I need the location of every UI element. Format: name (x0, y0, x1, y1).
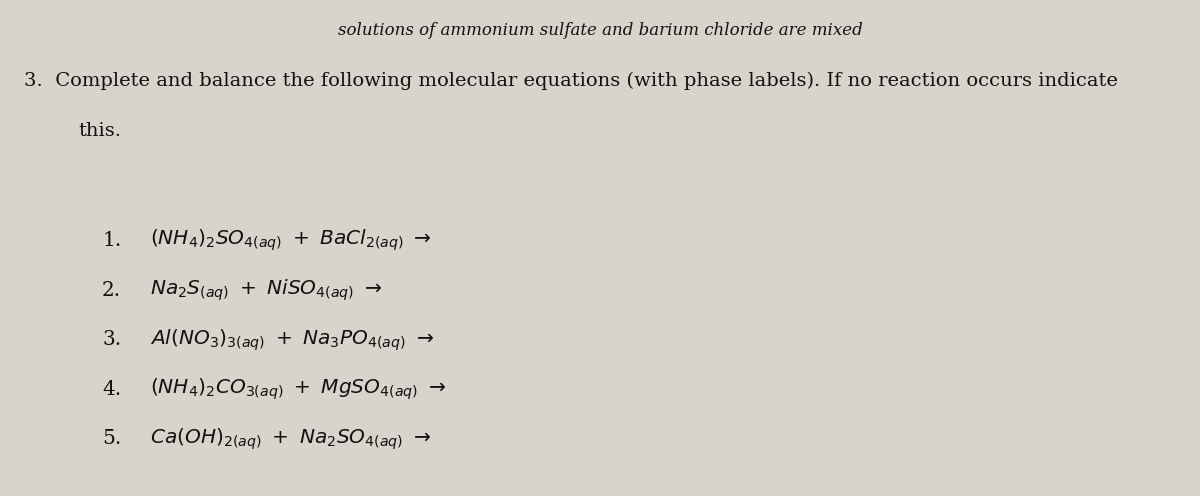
Text: 3.  Complete and balance the following molecular equations (with phase labels). : 3. Complete and balance the following mo… (24, 72, 1118, 90)
Text: 5.: 5. (102, 430, 121, 448)
Text: 3.: 3. (102, 330, 121, 349)
Text: $(NH_4)_2SO_{4(aq)}\ +\ BaCl_{2(aq)}\ \rightarrow$: $(NH_4)_2SO_{4(aq)}\ +\ BaCl_{2(aq)}\ \r… (150, 228, 432, 253)
Text: this.: this. (78, 122, 121, 139)
Text: 1.: 1. (102, 231, 121, 250)
Text: $Ca(OH)_{2(aq)}\ +\ Na_2SO_{4(aq)}\ \rightarrow$: $Ca(OH)_{2(aq)}\ +\ Na_2SO_{4(aq)}\ \rig… (150, 426, 431, 452)
Text: $Na_2S_{(aq)}\ +\ NiSO_{4(aq)}\ \rightarrow$: $Na_2S_{(aq)}\ +\ NiSO_{4(aq)}\ \rightar… (150, 277, 383, 303)
Text: solutions of ammonium sulfate and barium chloride are mixed: solutions of ammonium sulfate and barium… (337, 22, 863, 39)
Text: 2.: 2. (102, 281, 121, 300)
Text: $(NH_4)_2CO_{3(aq)}\ +\ MgSO_{4(aq)}\ \rightarrow$: $(NH_4)_2CO_{3(aq)}\ +\ MgSO_{4(aq)}\ \r… (150, 376, 446, 402)
Text: $Al(NO_3)_{3(aq)}\ +\ Na_3PO_{4(aq)}\ \rightarrow$: $Al(NO_3)_{3(aq)}\ +\ Na_3PO_{4(aq)}\ \r… (150, 327, 434, 353)
Text: 4.: 4. (102, 380, 121, 399)
